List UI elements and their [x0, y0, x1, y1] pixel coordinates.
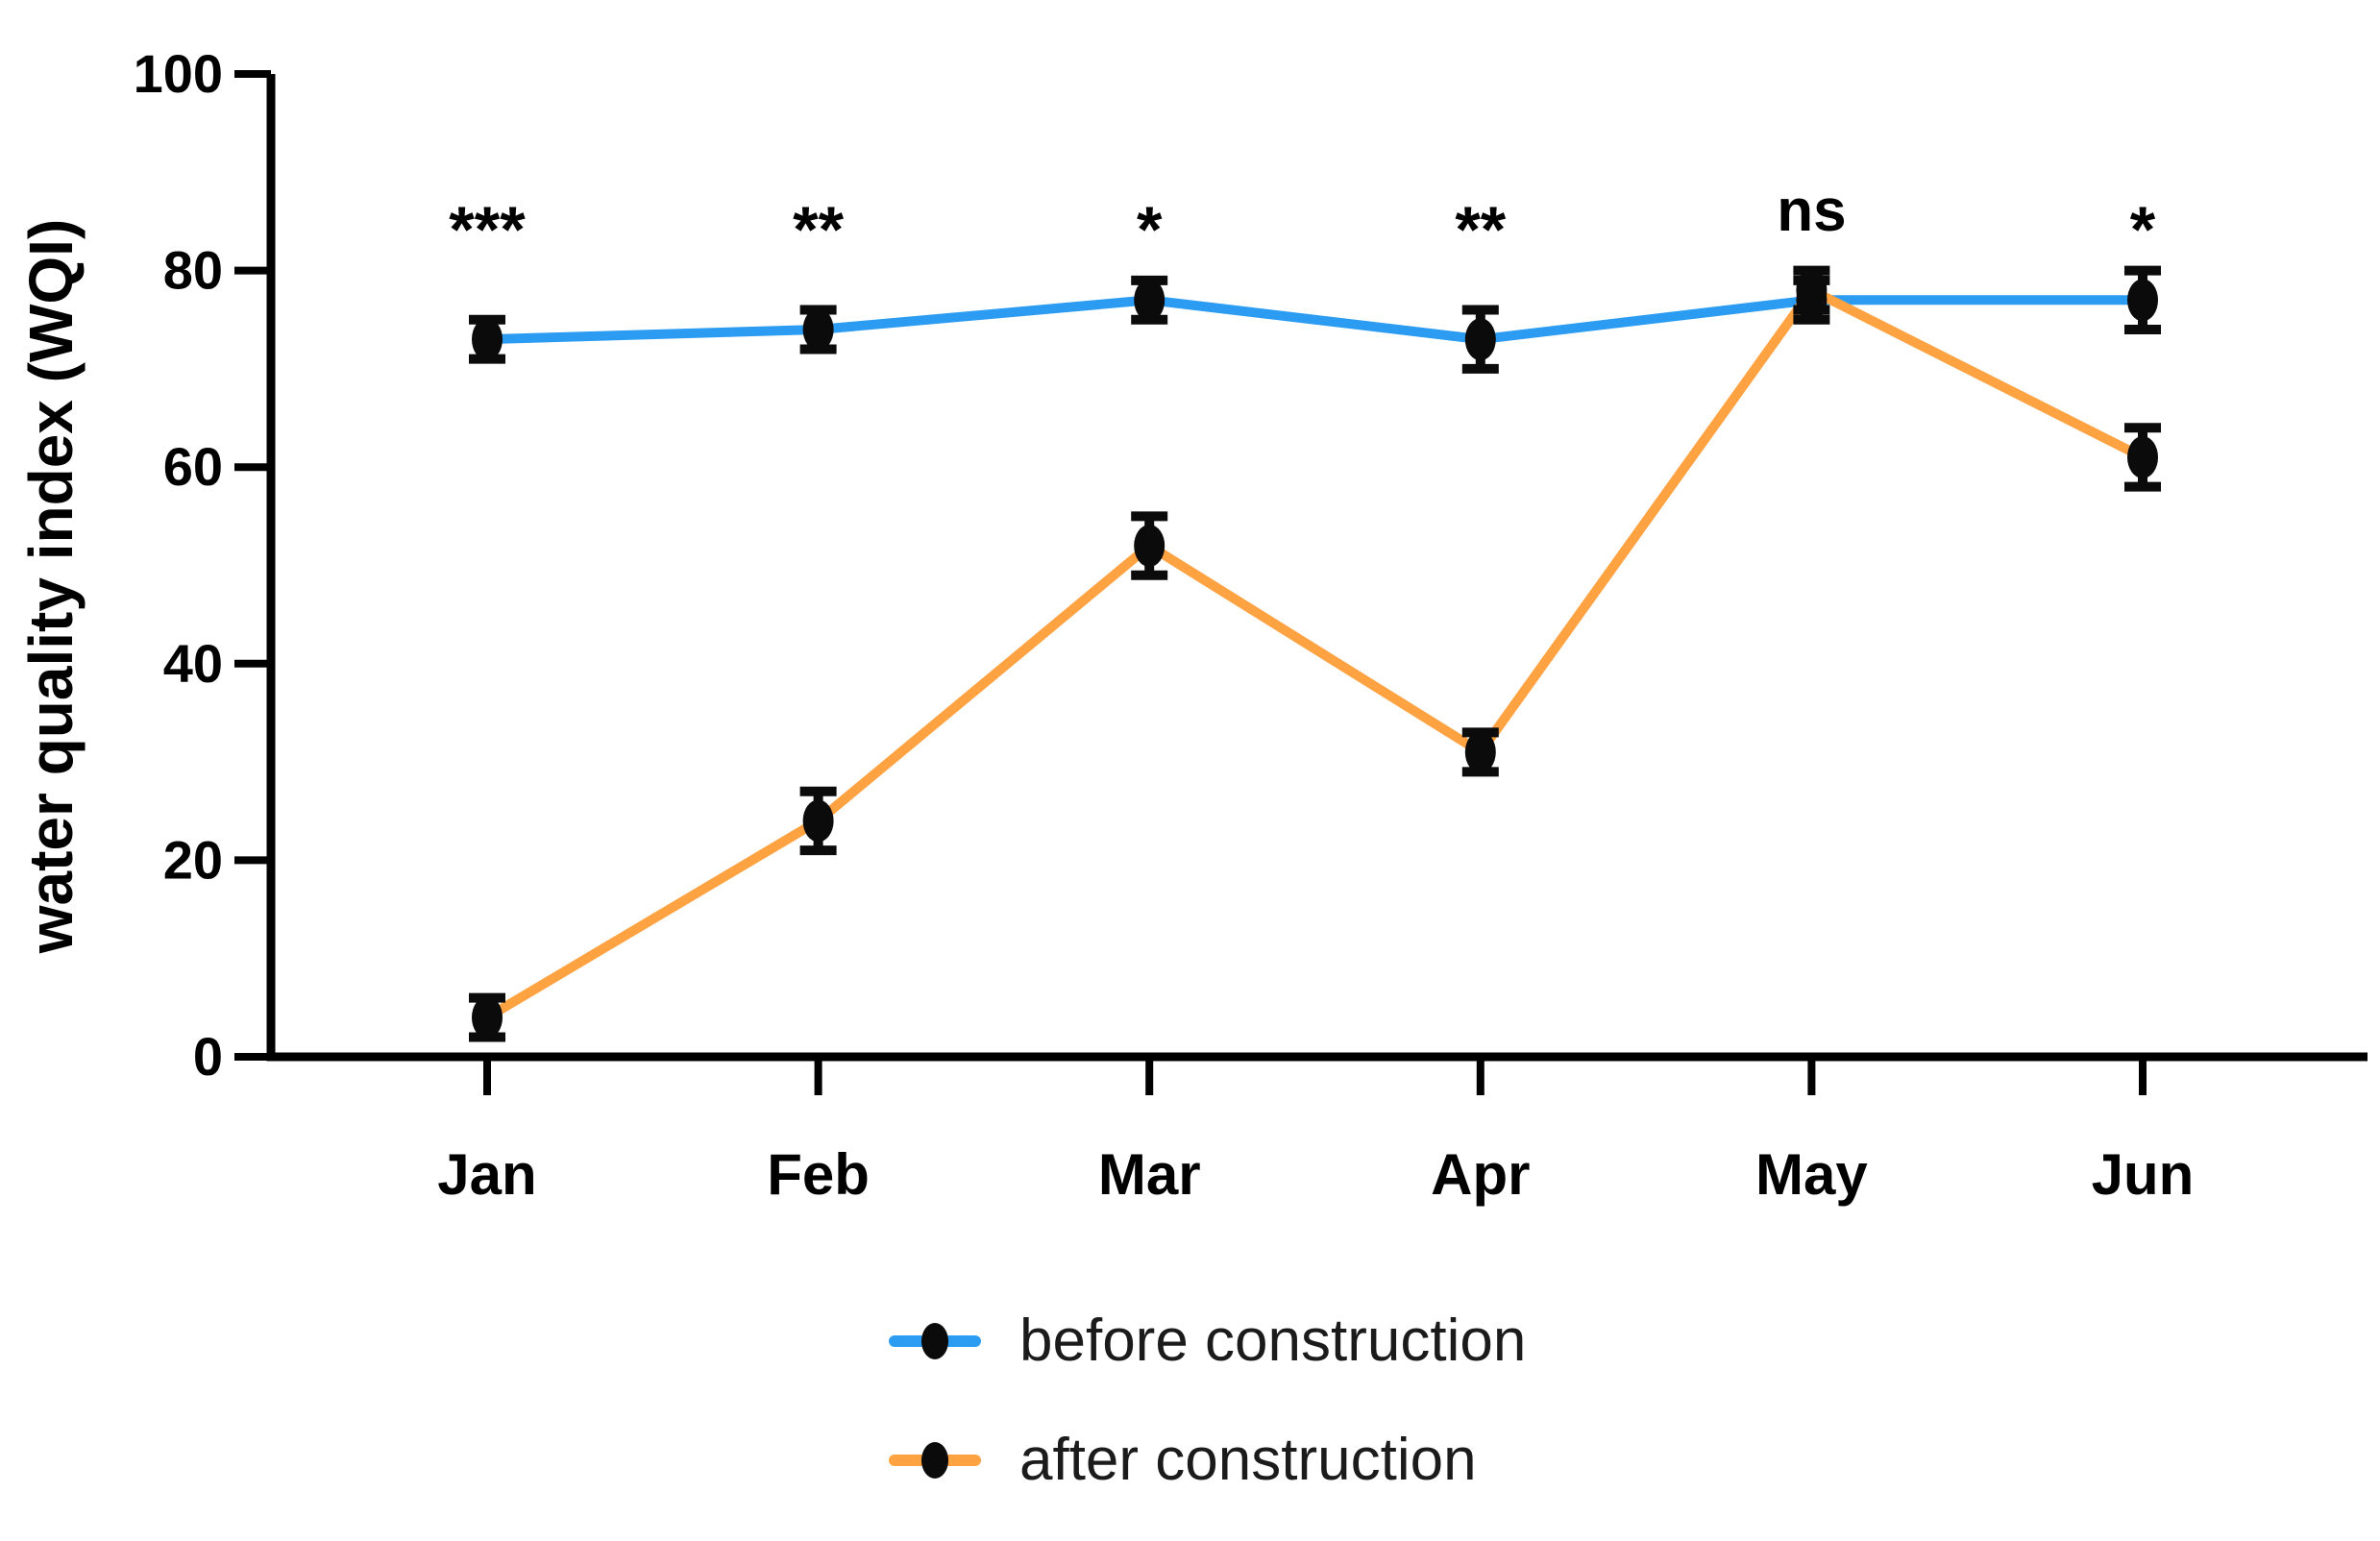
- data-point-marker: [802, 799, 834, 843]
- y-tick-label: 40: [163, 633, 223, 694]
- legend-label-after-construction: after construction: [1019, 1427, 1477, 1493]
- data-point-marker: [472, 996, 503, 1040]
- significance-label: **: [1455, 193, 1506, 266]
- series-line-before-construction: [482, 295, 2147, 345]
- significance-label: **: [793, 193, 844, 266]
- series-line-after-construction: [482, 285, 2147, 1023]
- data-point-marker: [472, 318, 503, 361]
- data-point-marker: [1464, 730, 1496, 773]
- x-tick-label: May: [1755, 1142, 1868, 1207]
- significance-label: ***: [449, 193, 526, 266]
- data-point-marker: [2127, 279, 2158, 322]
- data-point-marker: [1464, 318, 1496, 361]
- legend-swatch-before-construction: [889, 1320, 981, 1362]
- data-point-marker: [1796, 269, 1828, 312]
- data-point-marker: [1134, 525, 1165, 568]
- axis-spines: [266, 74, 2368, 1062]
- data-point-marker: [1134, 279, 1165, 322]
- x-tick-label: Feb: [767, 1142, 870, 1207]
- y-axis-title: water quality index (WQI): [16, 219, 86, 955]
- y-tick-label: 20: [163, 829, 223, 890]
- significance-label: *: [1137, 193, 1163, 266]
- legend-label-before-construction: before construction: [1019, 1308, 1527, 1374]
- legend-item-before-construction: before construction: [889, 1299, 1526, 1383]
- x-tick-label: Apr: [1431, 1142, 1530, 1207]
- significance-label: *: [2130, 193, 2156, 266]
- legend-marker-dot-icon: [921, 1442, 948, 1479]
- chart-legend: before construction after construction: [889, 1299, 1526, 1537]
- y-tick-label: 100: [134, 43, 223, 104]
- data-point-marker: [2127, 435, 2158, 478]
- plot-area: 0 20 40 60 80 100 Jan *** Feb ** Mar * Apr ** May ns Jun…: [134, 43, 2368, 1207]
- legend-marker-dot-icon: [921, 1323, 948, 1359]
- x-tick-label: Jun: [2092, 1142, 2195, 1207]
- data-point-marker: [802, 307, 834, 351]
- y-tick-label: 60: [163, 436, 223, 497]
- y-tick-label: 80: [163, 240, 223, 301]
- y-tick-label: 0: [193, 1026, 223, 1087]
- legend-item-after-construction: after construction: [889, 1418, 1526, 1503]
- significance-label: ns: [1777, 178, 1846, 244]
- x-tick-label: Mar: [1098, 1142, 1201, 1207]
- legend-swatch-after-construction: [889, 1439, 981, 1481]
- x-tick-label: Jan: [437, 1142, 536, 1207]
